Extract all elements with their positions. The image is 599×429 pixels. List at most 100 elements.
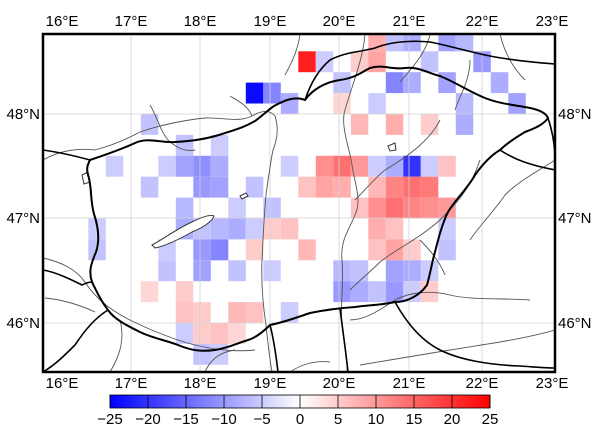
heatmap-cell [175,197,194,219]
lat-label-left-46: 46°N [6,315,40,332]
heatmap-cell [315,51,334,73]
heatmap-cell [350,281,369,303]
lon-label-bottom-21: 21°E [393,375,426,392]
colorbar-label-15: 15 [406,411,423,428]
heatmap-cell [368,239,386,261]
heatmap-cell [193,302,211,323]
heatmap-cell [228,260,246,282]
longitude-labels-top: 16°E 17°E 18°E 19°E 20°E 21°E 22°E 23°E [46,13,569,30]
heatmap-cell [420,281,439,303]
lon-label-bottom-20: 20°E [323,375,356,392]
heatmap-cell [263,197,281,219]
heatmap-cell [385,176,404,198]
heatmap-cell [228,323,246,344]
heatmap-cell [140,176,159,198]
heatmap-cell [368,176,386,198]
colorbar-label-m15: −15 [173,411,198,428]
heatmap-cell [350,114,369,135]
lon-label-top-23: 23°E [536,13,569,30]
heatmap-cell [333,93,351,114]
lat-label-right-46: 46°N [558,315,592,332]
lat-label-left-48: 48°N [6,106,40,123]
heatmap-cell [263,82,281,104]
heatmap-cell [508,93,526,114]
hungary-border [86,65,550,352]
heatmap-cell [350,197,369,219]
heatmap-cell [420,176,439,198]
heatmap-cell [385,218,404,240]
heatmap-cell [385,72,404,94]
heatmap-cell [420,114,439,135]
heatmap-cell [280,218,299,240]
colorbar-ticks [109,395,491,408]
heatmap-cell [385,114,404,135]
lake-velence [239,192,249,200]
heatmap-cell [245,239,264,261]
heatmap-cell [175,155,194,177]
heatmap-cell [245,176,264,198]
colorbar-label-m20: −20 [135,411,160,428]
heatmap-cell [420,197,439,219]
heatmap-cell [385,197,404,219]
heatmap-cell [280,93,299,114]
lon-label-bottom-19: 19°E [254,375,287,392]
lon-label-bottom-16: 16°E [46,375,79,392]
heatmap-cell [333,176,351,198]
heatmap-cell [420,155,439,177]
heatmap-cell [298,176,316,198]
lon-label-top-20: 20°E [323,13,356,30]
lon-label-top-21: 21°E [393,13,426,30]
heatmap-cell [333,155,351,177]
heatmap-cell [298,239,316,261]
heatmap-cell [193,260,211,282]
heatmap-cell [333,72,351,94]
heatmap-cell [438,197,456,219]
rivers [43,34,555,372]
lon-label-top-16: 16°E [46,13,79,30]
heatmap-cell [263,218,281,240]
heatmap-cell [245,218,264,240]
heatmap-cell [350,260,369,282]
lon-label-top-17: 17°E [115,13,148,30]
heatmap-cell [210,155,229,177]
heatmap-cell [210,239,229,261]
heatmap-cell [385,260,404,282]
heatmap-cell [175,302,194,323]
lon-label-bottom-17: 17°E [115,375,148,392]
colorbar: −25 −20 −15 −10 −5 0 5 10 15 20 25 [97,394,498,428]
colorbar-label-0: 0 [296,411,304,428]
colorbar-label-25: 25 [482,411,499,428]
heatmap-cell [193,343,211,365]
graticule [43,34,555,372]
lakes [81,142,397,249]
colorbar-label-10: 10 [368,411,385,428]
heatmap-cell [228,197,246,219]
heatmap-cell [140,114,159,135]
heatmap-cell [228,302,246,323]
heatmap-cell [368,51,386,73]
heatmap-cell [280,155,299,177]
heatmap-cell [403,34,421,52]
heatmap-cell [175,281,194,303]
heatmap-cell [315,176,334,198]
lat-label-right-47: 47°N [558,210,592,227]
heatmap-cell [368,281,386,303]
heatmap-cell [245,82,264,104]
heatmap-cell [315,155,334,177]
heatmap-cell [403,72,421,94]
heatmap-cell [385,155,404,177]
lat-label-right-48: 48°N [558,106,592,123]
colorbar-tick-labels: −25 −20 −15 −10 −5 0 5 10 15 20 25 [97,411,498,428]
colorbar-label-m5: −5 [253,411,270,428]
heatmap-cell [298,51,316,73]
heatmap-cell [368,34,386,52]
heatmap-cell [158,260,176,282]
heatmap-cell [403,155,421,177]
heatmap-cell [158,155,176,177]
heatmap-cell [455,93,474,114]
heatmap-cell [455,34,474,52]
lon-label-bottom-23: 23°E [536,375,569,392]
heatmap-cell [368,197,386,219]
heatmap-cell [263,260,281,282]
